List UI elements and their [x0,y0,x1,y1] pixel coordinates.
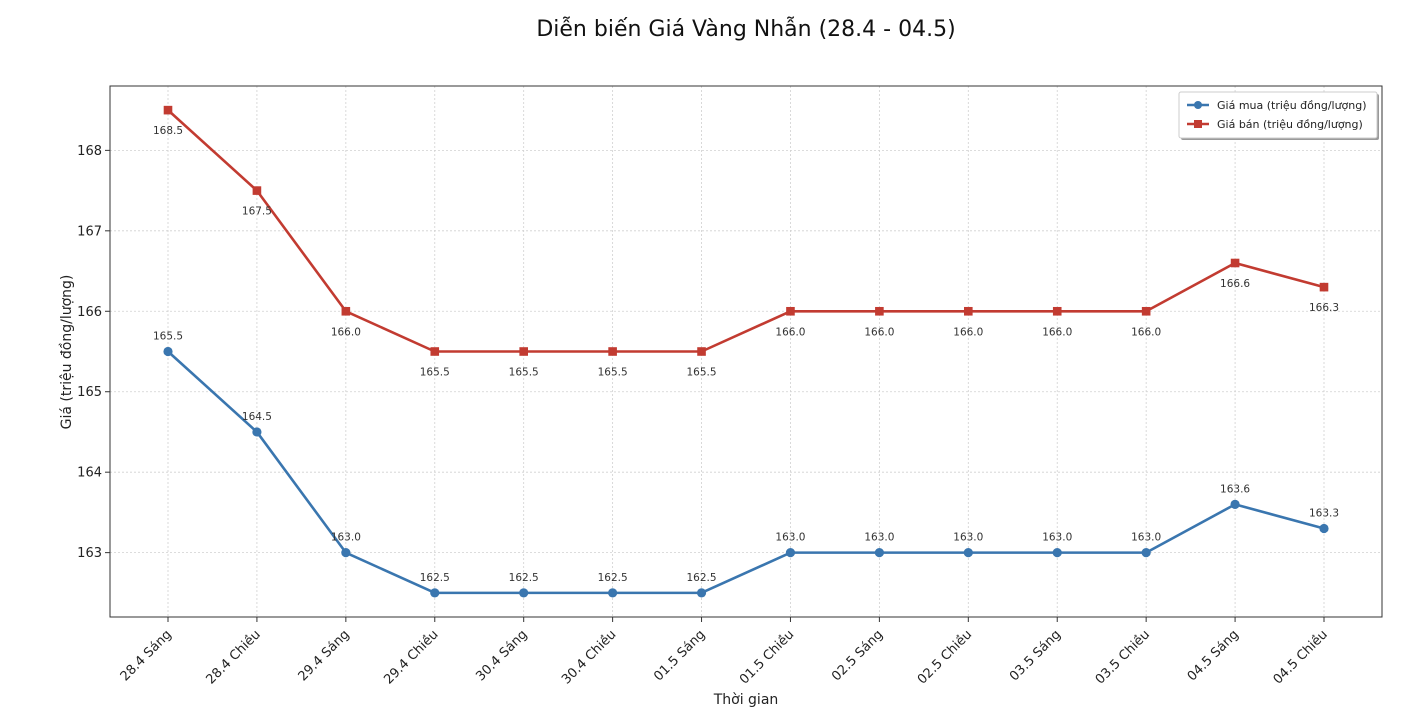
x-tick-label: 02.5 Chiều [915,627,975,687]
x-tick-label: 28.4 Sáng [118,627,175,684]
data-label: 163.0 [1042,532,1072,544]
data-label: 166.0 [1042,326,1072,338]
y-tick-label: 166 [77,305,102,320]
y-tick-label: 165 [77,385,102,400]
series-1: 165.5 164.5 163.0 162.5 162.5 162.5 162.5 163.0… [153,331,1339,598]
data-point [430,588,440,598]
data-label: 166.6 [1220,278,1250,290]
data-point [252,186,262,195]
legend-entry: Giá bán (triệu đồng/lượng) [1217,118,1363,131]
data-point [519,588,529,598]
series-line [167,350,1325,595]
data-point [1319,523,1329,534]
data-label: 167.5 [242,206,272,218]
x-tick-label: 04.5 Sáng [1185,627,1242,684]
data-point [608,588,618,598]
x-tick-label: 30.4 Chiều [559,627,619,687]
data-point [875,306,884,316]
y-tick-label: 164 [77,466,102,481]
y-tick-label: 167 [77,224,102,239]
data-label: 166.0 [953,326,983,338]
x-tick-label: 02.5 Sáng [829,627,886,684]
data-label: 166.0 [864,326,894,338]
data-point [608,347,617,356]
data-label: 166.3 [1309,302,1339,314]
y-axis: 163 164 165 166 167 168 [77,144,110,561]
x-tick-label: 28.4 Chiều [203,627,263,687]
data-label: 162.5 [509,572,539,584]
data-point [697,347,706,356]
data-label: 165.5 [509,367,539,379]
legend-marker [1194,101,1202,109]
data-label: 164.5 [242,411,272,423]
data-point [519,347,528,356]
data-point [1230,499,1240,509]
data-label: 163.0 [864,532,894,544]
data-label: 162.5 [420,572,450,584]
x-axis-label: Thời gian [713,692,779,708]
chart-title: Diễn biến Giá Vàng Nhẫn (28.4 - 04.5) [536,16,955,42]
data-point [786,306,795,316]
data-point [341,548,351,558]
x-tick-label: 04.5 Chiều [1271,627,1331,687]
y-tick-label: 163 [77,546,102,561]
data-point [430,347,440,356]
x-tick-label: 01.5 Chiều [737,627,797,687]
data-label: 163.0 [775,532,805,544]
data-point [874,548,884,558]
data-point [252,427,262,437]
legend: Giá mua (triệu đồng/lượng) Giá bán (triệu… [1178,91,1379,140]
data-point [1141,306,1151,316]
data-label: 163.0 [953,532,983,544]
data-label: 163.3 [1309,508,1339,520]
legend-entry: Giá mua (triệu đồng/lượng) [1217,99,1367,112]
data-point [696,588,707,598]
data-label: 168.5 [153,125,183,137]
data-label: 162.5 [598,572,628,584]
x-tick-label: 03.5 Chiều [1093,627,1153,687]
data-label: 165.5 [153,331,183,343]
data-point [1052,548,1062,558]
data-label: 163.0 [1131,532,1161,544]
data-point [1230,258,1240,268]
data-label: 163.0 [331,532,361,544]
data-label: 163.6 [1220,483,1250,495]
x-tick-label: 03.5 Sáng [1007,627,1064,684]
x-tick-label: 01.5 Sáng [651,627,708,684]
data-point [964,306,973,316]
data-point [163,105,173,115]
y-axis-label: Giá (triệu đồng/lượng) [58,275,75,430]
series-2: 168.5 167.5 166.0 165.5 165.5 165.5 165.5 166.0… [153,105,1339,379]
series-line [167,109,1325,353]
x-axis: 28.4 Sáng 28.4 Chiều 29.4 Sáng 29.4 Chiều 30… [118,617,1331,688]
data-label: 165.5 [598,367,628,379]
data-label: 166.0 [775,326,805,338]
data-label: 166.0 [1131,326,1161,338]
y-tick-label: 168 [77,144,102,159]
series-layer: 165.5 164.5 163.0 162.5 162.5 162.5 162.5 163.0… [153,105,1339,598]
grid [110,86,1382,617]
data-label: 165.5 [687,367,717,379]
x-tick-label: 30.4 Sáng [473,627,530,684]
data-point [1319,282,1329,292]
x-tick-label: 29.4 Sáng [296,627,353,684]
data-point [963,548,973,558]
data-label: 162.5 [687,572,717,584]
legend-marker [1194,120,1202,128]
legend-box [1178,91,1378,139]
x-tick-label: 29.4 Chiều [381,627,441,687]
data-label: 165.5 [420,367,450,379]
data-point [341,306,351,316]
data-point [163,346,173,357]
data-point [1052,306,1062,316]
data-point [1141,548,1151,558]
data-point [785,548,796,558]
data-label: 166.0 [331,326,361,338]
plot-area [109,85,1383,618]
